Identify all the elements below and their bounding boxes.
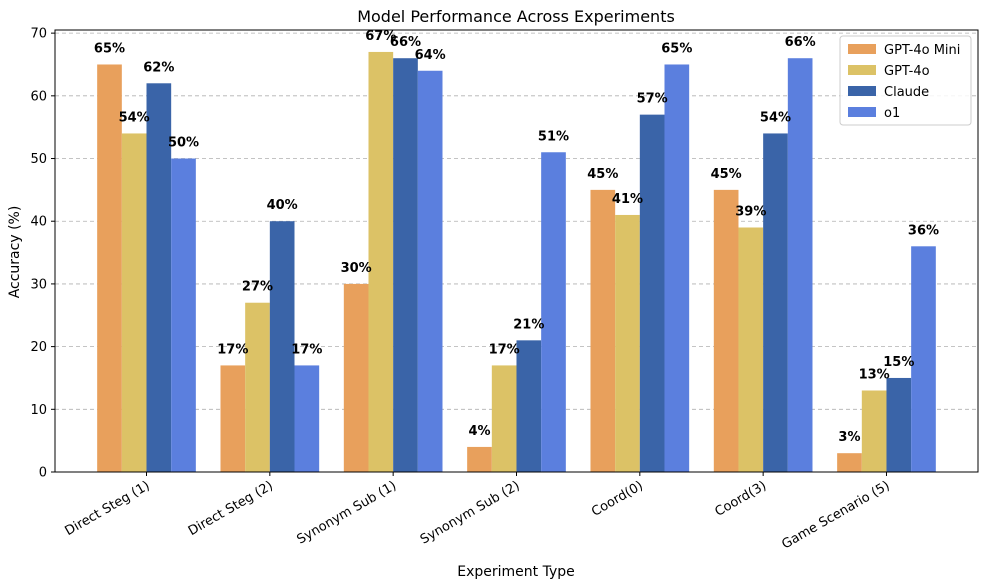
data-label: 40% (267, 198, 298, 213)
data-label: 62% (143, 60, 174, 75)
bar (639, 114, 665, 472)
data-label: 65% (661, 41, 692, 56)
bar (294, 365, 320, 472)
data-label: 4% (468, 424, 490, 439)
x-tick-label: Coord(0) (589, 478, 646, 519)
bar (491, 365, 517, 472)
x-tick-label: Synonym Sub (2) (418, 478, 523, 547)
data-label: 21% (513, 317, 544, 332)
bar (220, 365, 246, 472)
legend-box (839, 35, 972, 126)
data-label: 67% (365, 29, 396, 44)
bar (245, 302, 270, 472)
data-label: 57% (637, 92, 668, 107)
data-label: 54% (760, 110, 791, 125)
x-axis-ticks: Direct Steg (1) Direct Steg (2) Synonym Su… (63, 472, 892, 552)
bar (146, 83, 172, 473)
data-label: 39% (735, 204, 766, 219)
data-label: 41% (612, 192, 643, 207)
bar (368, 51, 394, 472)
bar (343, 283, 369, 472)
bar (393, 58, 418, 472)
data-label: 66% (785, 35, 816, 50)
data-label: 54% (119, 110, 150, 125)
y-axis-ticks: 0 10 20 30 40 50 60 70 (30, 27, 55, 481)
data-label: 15% (883, 355, 914, 370)
bar (171, 158, 196, 472)
bar (738, 227, 764, 472)
data-label: 17% (489, 342, 520, 357)
bar (121, 133, 147, 472)
data-label: 45% (587, 167, 618, 182)
x-tick-label: Coord(3) (712, 478, 769, 519)
x-tick-label: Game Scenario (5) (779, 478, 892, 552)
bar (886, 377, 912, 472)
legend-swatch (848, 65, 876, 75)
data-label: 66% (390, 35, 421, 50)
data-label: 65% (94, 41, 125, 56)
bar (516, 340, 542, 472)
bar (713, 189, 739, 472)
bar (911, 246, 936, 472)
legend: GPT-4o Mini GPT-4o Claude o1 (839, 35, 972, 126)
bar (787, 58, 813, 472)
data-label: 45% (711, 167, 742, 182)
bar (97, 64, 122, 472)
data-label: 27% (242, 280, 273, 295)
data-label: 64% (415, 48, 446, 63)
data-label: 13% (859, 367, 890, 382)
legend-swatch (848, 86, 876, 96)
data-label: 36% (908, 223, 939, 238)
data-labels: 65%54%62%50%17%27%40%17%30%67%66%64%4%17… (94, 29, 939, 445)
bar (837, 453, 862, 472)
data-label: 3% (838, 430, 860, 445)
legend-entry: GPT-4o (884, 64, 930, 79)
data-label: 30% (341, 261, 372, 276)
bar (615, 214, 640, 472)
y-tick-label: 70 (30, 27, 47, 42)
data-label: 17% (217, 342, 248, 357)
y-tick-label: 10 (30, 403, 47, 418)
x-tick-label: Direct Steg (2) (186, 478, 276, 539)
data-label: 50% (168, 136, 199, 151)
y-tick-label: 60 (30, 89, 47, 104)
bars (97, 51, 936, 473)
data-label: 51% (538, 129, 569, 144)
bar (269, 221, 295, 472)
bar (590, 189, 616, 472)
y-tick-label: 30 (30, 277, 47, 292)
legend-entry: Claude (884, 85, 929, 100)
y-tick-label: 0 (39, 466, 47, 481)
bar (861, 390, 887, 472)
x-tick-label: Direct Steg (1) (63, 478, 153, 539)
bar (541, 152, 566, 473)
x-tick-label: Synonym Sub (1) (295, 478, 400, 547)
legend-swatch (848, 44, 876, 54)
bar (763, 133, 788, 472)
legend-entry: o1 (884, 106, 900, 121)
x-axis-label: Experiment Type (457, 564, 575, 580)
bar (467, 446, 492, 472)
bar (417, 70, 443, 472)
y-axis-label: Accuracy (%) (7, 206, 23, 299)
y-tick-label: 50 (30, 152, 47, 167)
chart-title: Model Performance Across Experiments (357, 7, 675, 26)
bar (664, 64, 690, 472)
data-label: 17% (291, 342, 322, 357)
legend-entry: GPT-4o Mini (884, 43, 960, 58)
legend-swatch (848, 107, 876, 117)
y-tick-label: 40 (30, 215, 47, 230)
y-tick-label: 20 (30, 340, 47, 355)
